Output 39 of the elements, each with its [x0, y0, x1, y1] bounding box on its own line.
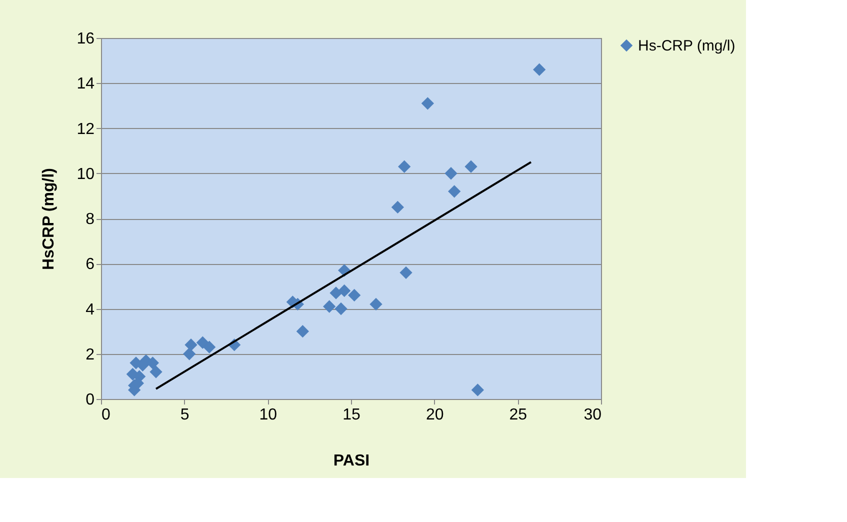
point — [398, 160, 411, 173]
y-tick-label: 10 — [76, 166, 95, 183]
y-tick-label: 12 — [76, 120, 95, 138]
point — [348, 288, 361, 302]
point — [184, 338, 198, 352]
point — [334, 302, 348, 316]
point — [323, 300, 336, 313]
y-tick-label: 2 — [86, 346, 95, 364]
x-tick-label: 10 — [259, 406, 278, 424]
x-tick-label: 0 — [102, 406, 110, 424]
point — [464, 160, 478, 173]
x-tick-label: 15 — [342, 406, 360, 424]
point — [391, 200, 404, 214]
y-tick-label: 6 — [86, 256, 95, 274]
point — [370, 298, 382, 311]
point — [196, 336, 209, 349]
x-tick-label: 30 — [584, 406, 602, 424]
y-tick-label: 4 — [86, 301, 95, 318]
point — [150, 366, 162, 378]
x-tick-label: 5 — [180, 406, 190, 424]
y-tick-label: 8 — [86, 211, 95, 228]
point — [203, 340, 216, 354]
point — [338, 284, 351, 298]
point — [448, 185, 461, 198]
point — [421, 97, 434, 110]
y-axis-title: HsCRP (mg/l) — [40, 168, 58, 270]
y-tick-label: 0 — [86, 392, 95, 408]
point — [296, 324, 309, 338]
point — [471, 384, 484, 396]
y-tick-label: 16 — [76, 30, 95, 48]
point — [183, 348, 196, 360]
point — [444, 167, 458, 180]
x-axis-title: PASI — [333, 452, 370, 470]
y-tick-label: 14 — [76, 76, 95, 93]
point — [400, 266, 412, 279]
x-tick-label: 20 — [426, 406, 444, 424]
x-tick-label: 25 — [509, 406, 528, 424]
point — [533, 63, 546, 76]
legend-label: Hs-CRP (mg/l) — [638, 38, 736, 54]
